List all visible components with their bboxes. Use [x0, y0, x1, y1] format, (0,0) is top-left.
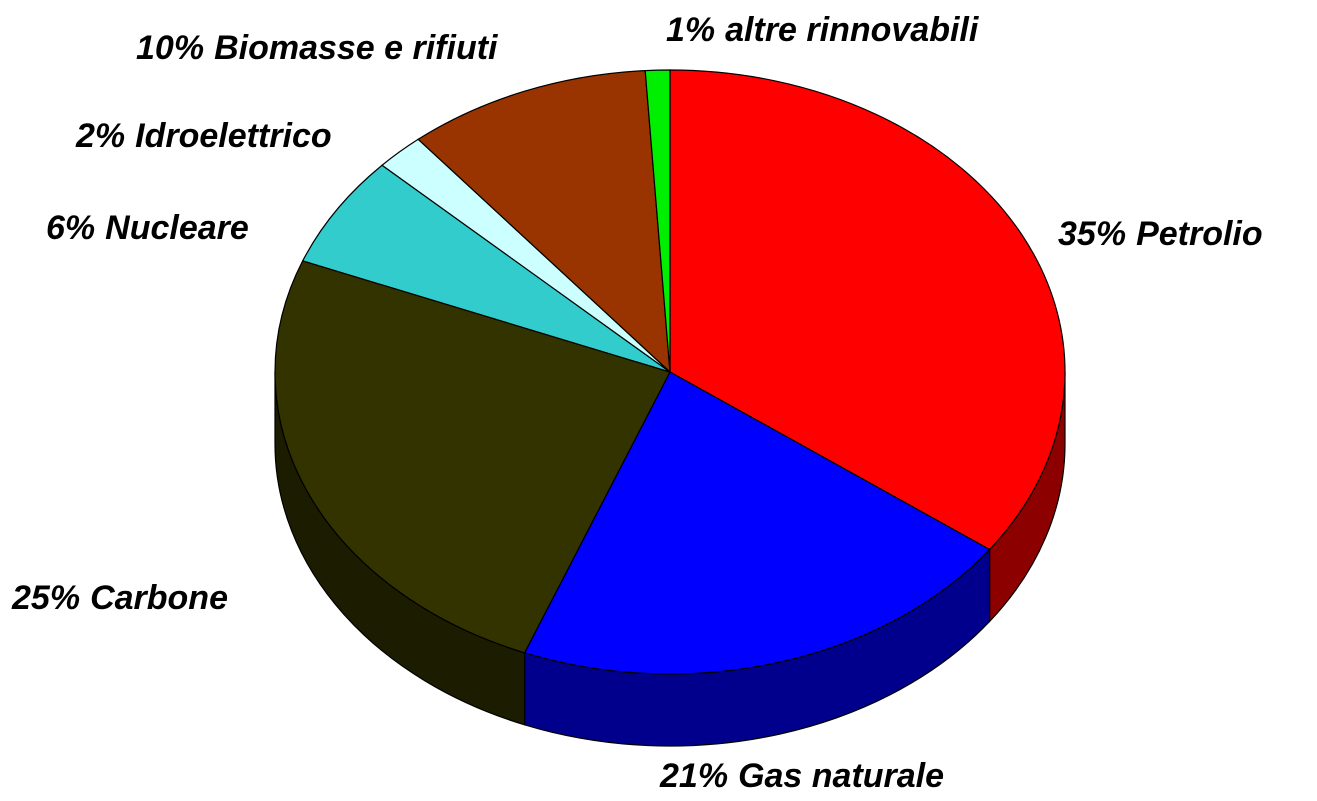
- pie-slice: [274, 260, 671, 654]
- value-label: 21%: [659, 757, 728, 795]
- value-label: 2%: [75, 117, 125, 155]
- value-label: 35%: [1058, 215, 1126, 253]
- category-label: Carbone: [90, 579, 228, 617]
- value-label: 25%: [11, 579, 80, 617]
- slice-label: 6% Nucleare: [46, 209, 249, 247]
- slice-label: 25% Carbone: [11, 579, 228, 617]
- category-label: altre rinnovabili: [725, 11, 980, 49]
- slice-label: 35% Petrolio: [1058, 215, 1263, 253]
- category-label: Petrolio: [1136, 215, 1263, 253]
- pie-slice: [417, 69, 671, 374]
- category-label: Biomasse e rifiuti: [214, 29, 499, 67]
- value-label: 6%: [46, 209, 95, 247]
- category-label: Nucleare: [105, 209, 249, 247]
- slice-label: 2% Idroelettrico: [75, 117, 332, 155]
- value-label: 1%: [666, 11, 715, 49]
- pie-slice: [523, 371, 991, 675]
- slice-label: 1% altre rinnovabili: [666, 11, 980, 49]
- slice-label: 21% Gas naturale: [659, 757, 944, 795]
- pie-slice: [669, 69, 1066, 551]
- pie-slice: [644, 69, 671, 373]
- category-label: Gas naturale: [738, 757, 944, 795]
- category-label: Idroelettrico: [135, 117, 331, 155]
- slice-label: 10% Biomasse e rifiuti: [136, 29, 499, 67]
- value-label: 10%: [136, 29, 204, 67]
- pie-slice: [301, 164, 671, 373]
